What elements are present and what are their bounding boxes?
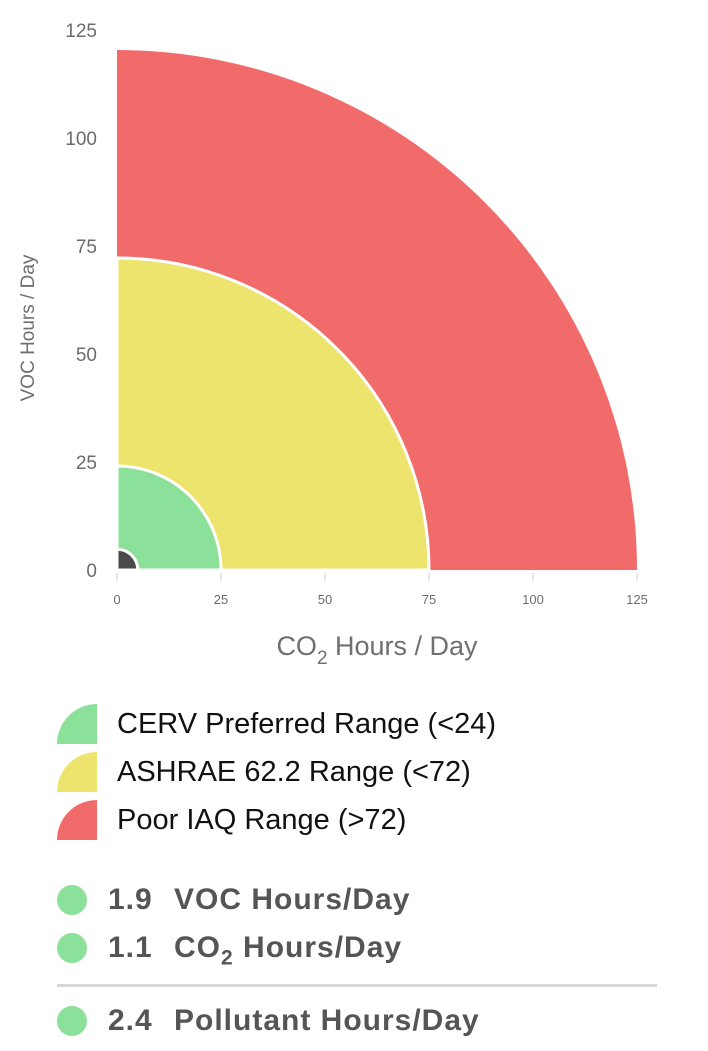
- pollutant-value: 2.4: [108, 1004, 153, 1037]
- y-tick-label: 100: [65, 129, 97, 150]
- x-tick-label: 0: [113, 592, 120, 607]
- x-tick-label: 50: [318, 592, 332, 607]
- y-tick-label: 75: [76, 237, 97, 258]
- voc-label: VOC Hours/Day: [174, 883, 411, 916]
- current-value-marker: [115, 547, 140, 572]
- y-axis-ticks: 0 25 50 75 100 125: [65, 21, 97, 582]
- co2-stat: 1.1 CO2 Hours/Day: [57, 924, 657, 972]
- x-tick-label: 75: [422, 592, 436, 607]
- y-tick-label: 25: [76, 453, 97, 474]
- stats-divider: [57, 984, 657, 987]
- legend-label-cerv: CERV Preferred Range (<24): [117, 707, 497, 740]
- legend-label-ashrae: ASHRAE 62.2 Range (<72): [117, 755, 471, 788]
- voc-stat: 1.9 VOC Hours/Day: [57, 876, 657, 924]
- legend-item-ashrae: ASHRAE 62.2 Range (<72): [57, 748, 496, 796]
- quarter-circle-chart: 0 25 50 75 100 125 0 25 50 75 100 125 VOC Hours / …: [18, 21, 648, 669]
- x-tick-label: 25: [214, 592, 228, 607]
- y-tick-label: 125: [65, 21, 97, 42]
- band-2: [115, 464, 223, 572]
- co2-label: CO2 Hours/Day: [174, 931, 403, 970]
- ashrae-range-swatch: [57, 752, 97, 792]
- x-tick-label: 100: [522, 592, 544, 607]
- co2-status-dot: [57, 933, 87, 963]
- x-axis-title: CO2 Hours / Day: [276, 631, 478, 669]
- y-tick-label: 0: [86, 561, 97, 582]
- poor-range-swatch: [57, 800, 97, 840]
- legend: CERV Preferred Range (<24) ASHRAE 62.2 R…: [57, 700, 496, 844]
- range-bands: [115, 50, 637, 572]
- cerv-range-swatch: [57, 704, 97, 744]
- pollutant-stats: 1.9 VOC Hours/Day 1.1 CO2 Hours/Day 2.4 …: [57, 876, 657, 1045]
- voc-status-dot: [57, 885, 87, 915]
- y-tick-label: 50: [76, 345, 97, 366]
- legend-item-poor: Poor IAQ Range (>72): [57, 796, 496, 844]
- pollutant-label: Pollutant Hours/Day: [174, 1004, 480, 1037]
- x-axis-ticks: 0 25 50 75 100 125: [113, 573, 648, 607]
- y-axis-title: VOC Hours / Day: [18, 254, 39, 401]
- legend-item-cerv: CERV Preferred Range (<24): [57, 700, 496, 748]
- voc-value: 1.9: [108, 883, 153, 916]
- legend-label-poor: Poor IAQ Range (>72): [117, 803, 407, 836]
- pollutant-stat: 2.4 Pollutant Hours/Day: [57, 997, 657, 1045]
- x-tick-label: 125: [626, 592, 648, 607]
- co2-value: 1.1: [108, 931, 153, 964]
- pollutant-status-dot: [57, 1006, 87, 1036]
- band-1: [115, 256, 431, 572]
